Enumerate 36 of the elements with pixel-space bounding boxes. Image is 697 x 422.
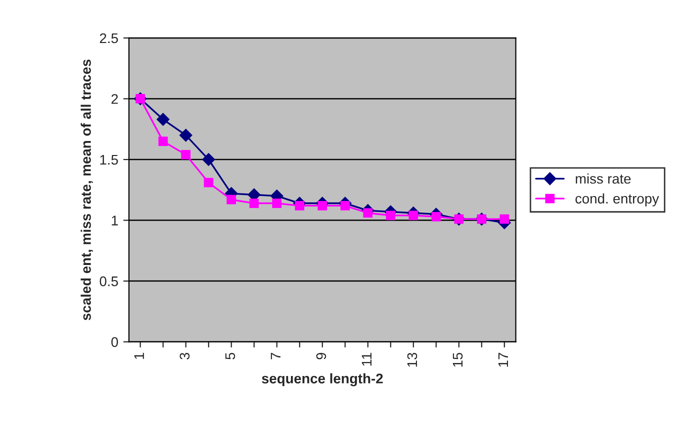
y-tick-label: 0.5 (100, 276, 118, 286)
point (294, 201, 304, 210)
point (158, 136, 168, 146)
x-tick-label: 17 (498, 352, 508, 367)
point (363, 208, 373, 218)
x-tick-label: 15 (452, 352, 463, 367)
point (318, 201, 328, 210)
y-tick-label: 2 (112, 94, 118, 104)
x-tick-label: 9 (316, 352, 326, 360)
x-tick-label: 3 (180, 352, 190, 360)
x-tick-label: 5 (225, 352, 236, 360)
point (272, 198, 282, 208)
y-tick-label: 1 (112, 216, 118, 226)
point (340, 201, 350, 210)
legend-label: cond. entropy (575, 193, 660, 206)
point (179, 128, 192, 142)
point (156, 112, 170, 126)
point (181, 150, 191, 160)
x-axis-title: sequence length-2 (262, 373, 383, 386)
point (226, 194, 236, 204)
point (202, 153, 215, 166)
y-tick-label: 0 (111, 337, 118, 347)
x-tick-label: 11 (362, 352, 372, 366)
point (249, 198, 259, 208)
y-tick-label: 1.5 (100, 154, 118, 165)
x-tick-label: 13 (407, 352, 418, 367)
y-tick-label: 2.5 (100, 33, 118, 44)
point (408, 210, 418, 220)
point (431, 212, 441, 222)
x-tick-label: 7 (270, 352, 280, 360)
y-axis-title: scaled ent, miss rate, mean of all traces (80, 60, 93, 320)
point (204, 178, 214, 188)
x-tick-label: 1 (134, 352, 144, 359)
legend-label: miss rate (576, 173, 631, 184)
point (386, 210, 396, 220)
point (500, 214, 510, 224)
